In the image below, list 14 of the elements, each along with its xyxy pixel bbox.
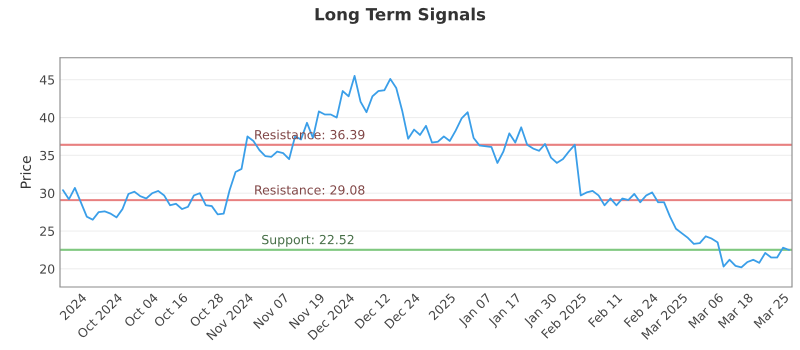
y-tick-label: 45 [40, 75, 54, 85]
y-tick-label: 25 [40, 226, 54, 236]
y-tick-label: 30 [40, 188, 54, 198]
y-tick-label: 35 [40, 150, 54, 160]
x-tick-label: Feb 11 [588, 292, 622, 328]
x-tick-label: Mar 25 [753, 292, 790, 329]
ref-line-label: Resistance: 29.08 [255, 185, 364, 195]
chart-title: Long Term Signals [316, 8, 486, 24]
line-series [62, 75, 790, 268]
x-tick-label: Nov 07 [252, 292, 290, 330]
y-axis-title: Price [20, 156, 31, 188]
y-tick-label: 20 [40, 264, 54, 274]
y-tick-label: 40 [40, 112, 54, 122]
ref-line-label: Support: 22.52 [262, 234, 354, 247]
